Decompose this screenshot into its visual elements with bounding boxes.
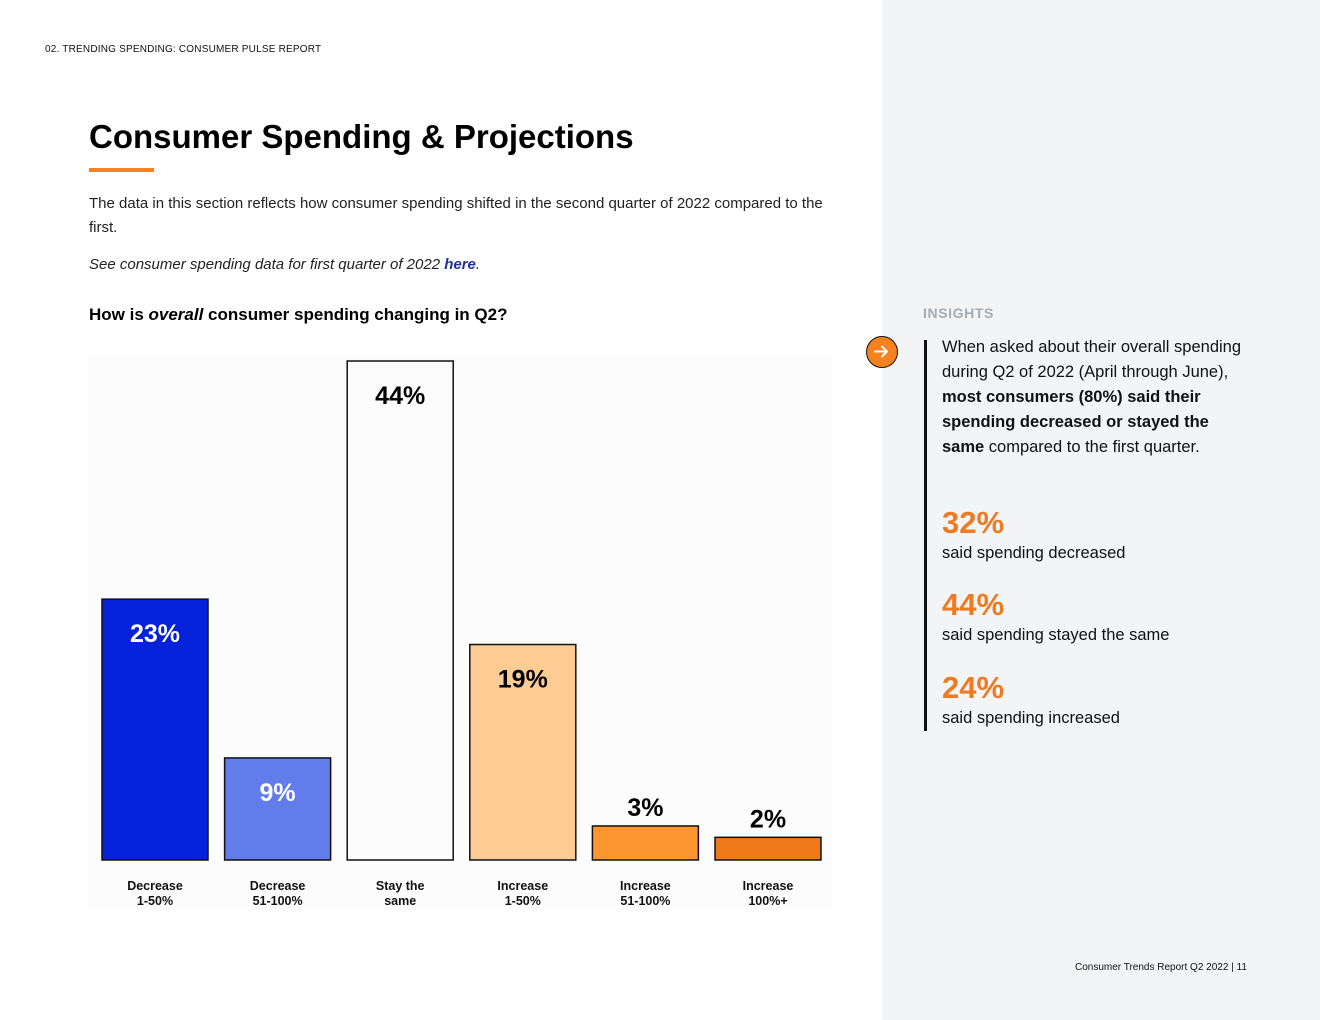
category-label: Decrease bbox=[250, 879, 306, 893]
bar-1 bbox=[223, 757, 332, 861]
question-emphasis: overall bbox=[148, 305, 204, 324]
data-label: 23% bbox=[130, 620, 180, 648]
chart-question: How is overall consumer spending changin… bbox=[89, 305, 507, 325]
category-label: same bbox=[384, 894, 416, 908]
see-data-prefix: See consumer spending data for first qua… bbox=[89, 256, 445, 273]
stat-percent: 24% bbox=[942, 670, 1005, 705]
data-label: 2% bbox=[750, 805, 786, 833]
stat-description: said spending increased bbox=[942, 709, 1120, 727]
category-label: 100%+ bbox=[748, 894, 787, 908]
stat-increased: 24% said spending increased bbox=[942, 671, 1120, 728]
stat-percent: 32% bbox=[942, 505, 1005, 540]
category-label: 1-50% bbox=[137, 894, 173, 908]
insight-post: compared to the first quarter. bbox=[984, 438, 1200, 456]
insight-pre: When asked about their overall spending … bbox=[942, 338, 1242, 381]
insight-divider bbox=[924, 340, 927, 731]
insights-panel bbox=[882, 0, 1320, 1020]
intro-paragraph: The data in this section reflects how co… bbox=[89, 195, 823, 236]
category-label: 1-50% bbox=[505, 894, 541, 908]
category-label: Increase bbox=[743, 879, 794, 893]
data-label: 44% bbox=[375, 382, 425, 410]
arrow-right-icon bbox=[866, 336, 898, 368]
insights-label: INSIGHTS bbox=[923, 305, 994, 321]
category-label: 51-100% bbox=[253, 894, 303, 908]
category-label: Decrease bbox=[127, 879, 183, 893]
data-label: 19% bbox=[498, 666, 548, 694]
spending-bar-chart: 23% Decrease 1-50% 9% Decrease 51-100% 44% Stay… bbox=[88, 355, 832, 910]
title-underline bbox=[89, 168, 154, 172]
page-title: Consumer Spending & Projections bbox=[89, 118, 634, 155]
breadcrumb: 02. TRENDING SPENDING: CONSUMER PULSE RE… bbox=[45, 44, 322, 55]
category-label: 51-100% bbox=[620, 894, 670, 908]
see-data-suffix: . bbox=[475, 256, 481, 273]
chart-svg: 23%Decrease1-50%9%Decrease51-100%44%Stay… bbox=[88, 355, 832, 910]
bar-3 bbox=[469, 643, 577, 861]
insight-text: When asked about their overall spending … bbox=[942, 335, 1242, 460]
question-pre: How is bbox=[89, 305, 149, 324]
stat-stayed-same: 44% said spending stayed the same bbox=[942, 588, 1169, 645]
stat-decreased: 32% said spending decreased bbox=[942, 506, 1125, 563]
chart-background bbox=[88, 355, 832, 910]
category-label: Increase bbox=[620, 879, 671, 893]
here-link[interactable]: here bbox=[444, 256, 476, 273]
data-label: 3% bbox=[627, 794, 663, 822]
stat-percent: 44% bbox=[942, 587, 1005, 622]
bar-4 bbox=[591, 825, 700, 861]
bar-2 bbox=[346, 360, 454, 861]
bar-5 bbox=[714, 836, 822, 861]
question-post: consumer spending changing in Q2? bbox=[203, 305, 508, 324]
data-label: 9% bbox=[260, 779, 296, 807]
stat-description: said spending stayed the same bbox=[942, 626, 1170, 644]
category-label: Stay the bbox=[376, 879, 425, 893]
stat-description: said spending decreased bbox=[942, 544, 1126, 562]
bar-0 bbox=[101, 598, 209, 861]
insight-bold: most consumers (80%) said their spending… bbox=[942, 388, 1209, 456]
see-data-note: See consumer spending data for first qua… bbox=[89, 256, 480, 273]
arrow-right-glyph bbox=[874, 345, 888, 358]
page-footer: Consumer Trends Report Q2 2022 | 11 bbox=[1075, 962, 1247, 973]
category-label: Increase bbox=[497, 879, 548, 893]
